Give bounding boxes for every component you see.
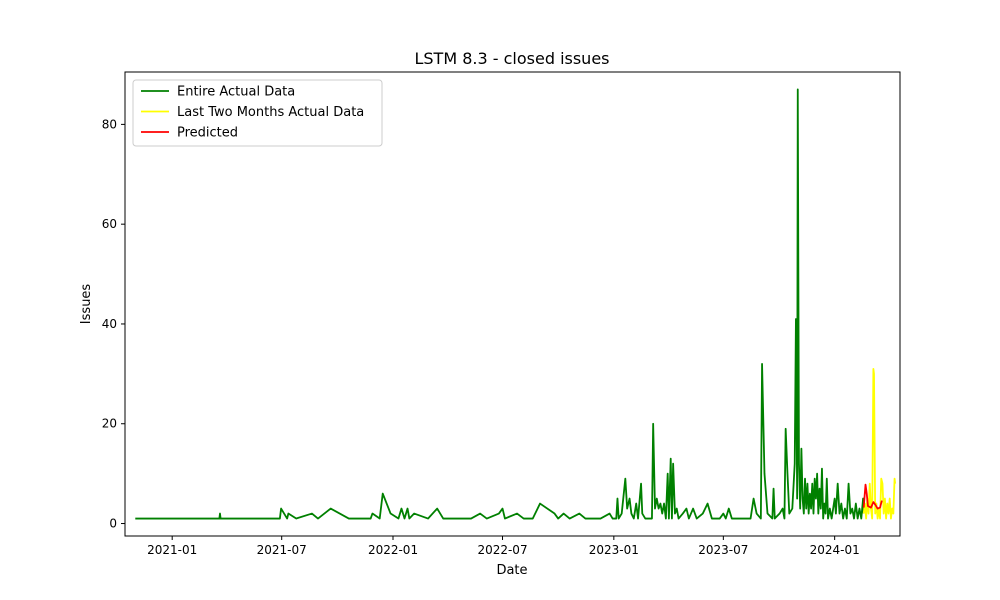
series-layer <box>135 88 897 520</box>
legend-box <box>132 79 383 147</box>
legend-label-entire-actual-data: Entire Actual Data <box>177 85 295 100</box>
x-tick-label: 2023-07 <box>698 543 748 557</box>
series-line-last-two-months-actual-data <box>862 367 897 520</box>
y-tick-label: 0 <box>109 517 117 531</box>
x-tick-label: 2021-01 <box>147 543 197 557</box>
x-tick-label: 2022-07 <box>477 543 527 557</box>
x-tick-label: 2021-07 <box>257 543 307 557</box>
x-tick-label: 2022-01 <box>368 543 418 557</box>
legend-label-last-two-months-actual-data: Last Two Months Actual Data <box>177 105 364 120</box>
x-tick-label: 2023-01 <box>589 543 639 557</box>
x-axis: 2021-01 2021-07 2022-01 2022-07 2023-01 2023-… <box>147 536 860 557</box>
y-tick-label: 80 <box>102 117 117 131</box>
y-tick-label: 40 <box>102 317 117 331</box>
x-tick-label: 2024-01 <box>810 543 860 557</box>
series-line-entire-actual-data <box>135 88 865 520</box>
chart-title: LSTM 8.3 - closed issues <box>414 49 609 68</box>
y-tick-label: 20 <box>102 417 117 431</box>
y-tick-label: 60 <box>102 217 117 231</box>
y-axis: 0 20 40 60 80 <box>102 117 125 531</box>
y-axis-label: Issues <box>79 284 94 325</box>
x-axis-label: Date <box>496 563 527 578</box>
series-line-predicted <box>862 483 883 510</box>
plot-frame <box>124 71 901 537</box>
legend: Entire Actual Data Last Two Months Actual… <box>132 79 383 147</box>
plot-area <box>124 71 901 537</box>
legend-label-predicted: Predicted <box>177 126 238 141</box>
